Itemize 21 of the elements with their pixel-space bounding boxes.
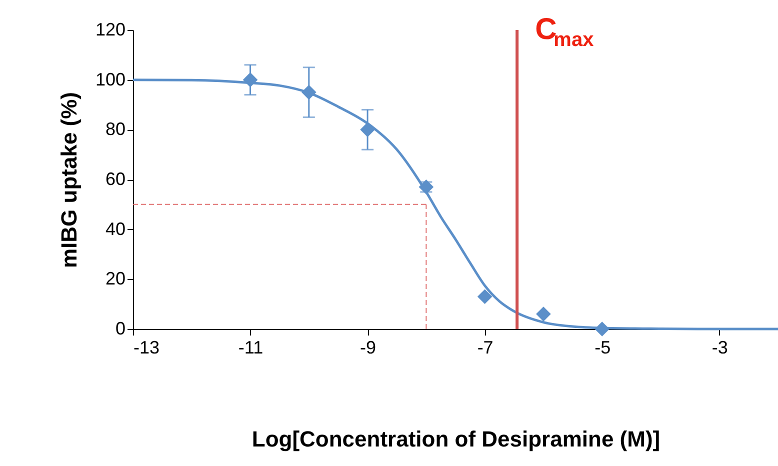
y-tick-label: 120 xyxy=(95,20,126,40)
x-tick-label: -13 xyxy=(134,338,160,358)
y-tick-label: 60 xyxy=(105,169,126,189)
x-tick-label: -7 xyxy=(477,338,494,358)
point xyxy=(242,72,258,88)
x-tick-label: -11 xyxy=(238,338,264,358)
x-tick-label: -9 xyxy=(360,338,376,358)
y-axis-title: mIBG uptake (%) xyxy=(56,92,82,268)
point xyxy=(536,306,551,322)
point xyxy=(594,322,610,336)
y-tick-label: 80 xyxy=(105,119,126,140)
y-tick-label: 20 xyxy=(105,268,126,289)
y-tick-label: 40 xyxy=(105,218,126,239)
x-axis-title: Log[Concentration of Desipramine (M)] xyxy=(252,426,660,452)
point xyxy=(301,84,316,100)
point xyxy=(477,289,492,304)
x-tick-label: -3 xyxy=(712,338,728,358)
y-tick-label: 100 xyxy=(95,69,126,90)
y-tick-label: 0 xyxy=(115,318,126,338)
point xyxy=(360,122,375,138)
x-tick-label: -5 xyxy=(594,338,611,358)
